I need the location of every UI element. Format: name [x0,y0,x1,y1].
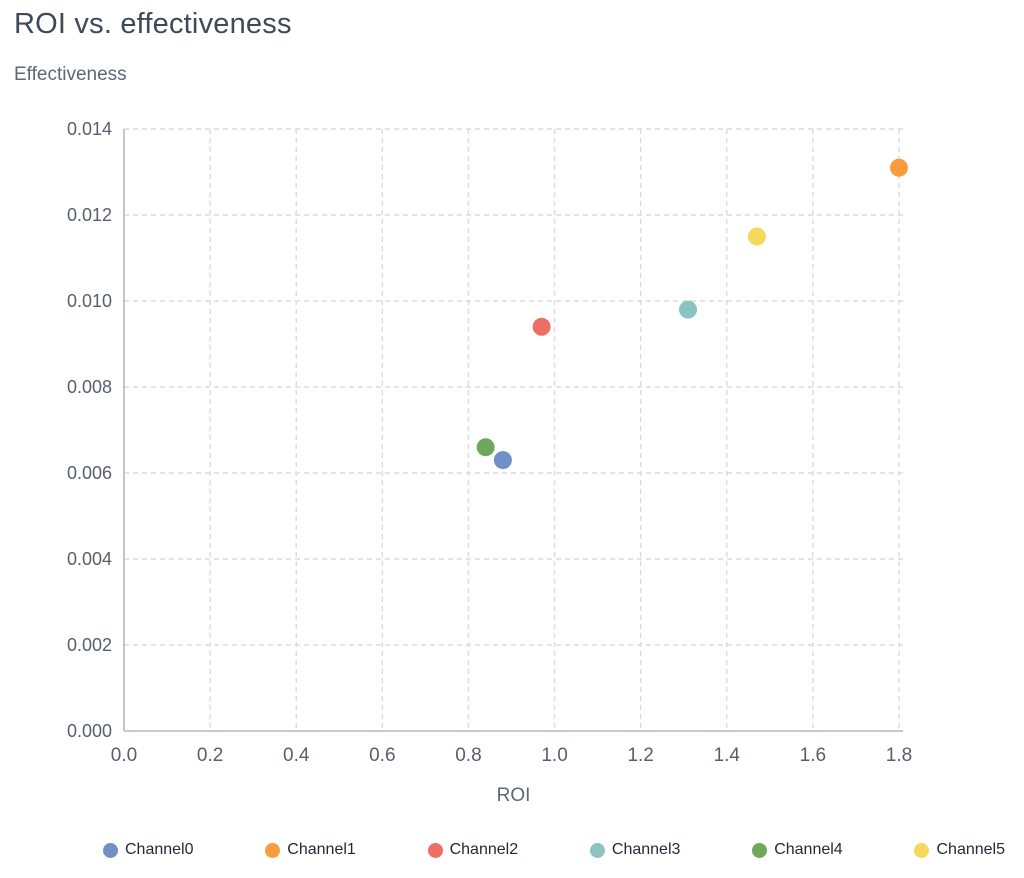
legend-label: Channel1 [287,841,356,858]
legend-swatch-icon [914,842,930,858]
data-point-channel2[interactable] [532,317,551,336]
legend-label: Channel0 [125,841,194,858]
chart-legend: Channel0 Channel1 Channel2 Channel3 Channel4… [103,841,1005,859]
legend-item-channel4[interactable]: Channel4 [752,841,843,859]
y-tick-label: 0.008 [67,377,112,397]
x-tick-label: 1.8 [886,745,912,766]
legend-item-channel0[interactable]: Channel0 [103,841,194,859]
y-tick-label: 0.006 [67,463,112,483]
legend-item-channel3[interactable]: Channel3 [589,841,681,859]
y-tick-label: 0.012 [67,205,112,225]
x-tick-label: 0.6 [369,745,395,766]
legend-label: Channel2 [449,841,519,858]
y-tick-label: 0.002 [67,635,112,655]
y-axis-title: Effectiveness [14,64,127,85]
legend-label: Channel5 [936,841,1005,858]
legend-item-channel5[interactable]: Channel5 [914,841,1005,859]
legend-label: Channel4 [774,841,843,858]
data-point-channel3[interactable] [679,300,698,319]
y-tick-label: 0.004 [67,549,112,569]
legend-swatch-icon [265,842,281,858]
data-point-channel5[interactable] [747,227,766,246]
legend-swatch-icon [427,842,443,858]
x-tick-label: 0.8 [455,745,481,766]
y-tick-label: 0.014 [67,119,112,139]
legend-swatch-icon [103,842,118,858]
legend-swatch-icon [589,842,605,858]
x-tick-label: 1.0 [541,745,567,766]
x-tick-label: 1.6 [800,745,826,766]
x-tick-label: 0.0 [111,745,137,766]
data-point-channel0[interactable] [493,451,512,470]
x-axis-title: ROI [497,785,531,806]
x-tick-label: 0.2 [197,745,223,766]
data-point-channel1[interactable] [890,158,908,177]
chart-title: ROI vs. effectiveness [14,8,292,40]
y-tick-label: 0.000 [67,721,112,741]
scatter-chart: 0.000 0.002 0.004 0.006 0.008 0.010 0.012 0.014… [67,119,912,806]
x-tick-label: 0.4 [283,745,310,766]
x-tick-label: 1.4 [714,745,741,766]
legend-swatch-icon [752,842,768,858]
y-tick-label: 0.010 [67,291,112,311]
data-point-channel4[interactable] [476,438,495,457]
legend-label: Channel3 [611,841,681,858]
legend-item-channel1[interactable]: Channel1 [265,841,356,859]
legend-item-channel2[interactable]: Channel2 [427,841,519,859]
x-tick-label: 1.2 [627,745,653,766]
